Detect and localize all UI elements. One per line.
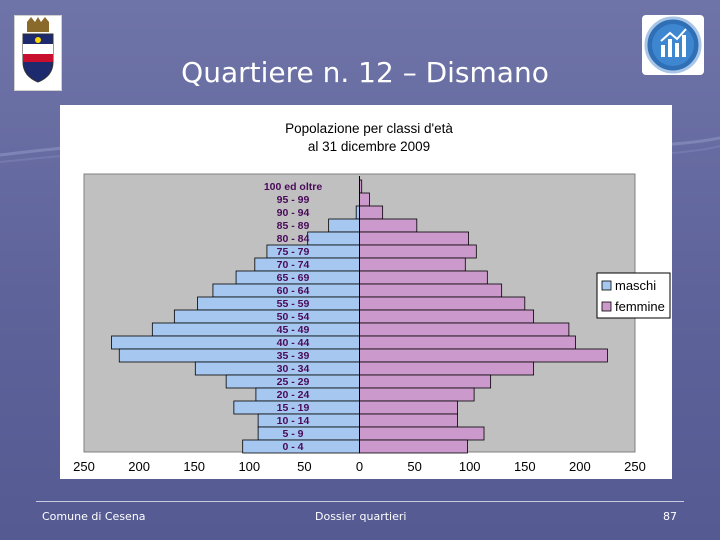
category-label: 55 - 59 [277, 298, 310, 310]
x-tick-label: 100 [459, 459, 481, 474]
category-label: 95 - 99 [277, 194, 310, 206]
chart-title-line2: al 31 dicembre 2009 [308, 139, 430, 154]
bar-femmine-20 [359, 439, 468, 454]
x-tick-label: 200 [569, 459, 591, 474]
bar-femmine-15 [359, 374, 492, 389]
statistics-logo [642, 15, 704, 75]
category-label: 0 - 4 [282, 441, 303, 453]
chart-panel: Popolazione per classi d'età al 31 dicem… [60, 105, 672, 479]
bar-maschi-3 [328, 218, 360, 233]
category-label: 15 - 19 [277, 402, 310, 414]
bar-femmine-5 [359, 244, 477, 259]
category-label: 65 - 69 [277, 272, 310, 284]
bar-femmine-4 [359, 231, 469, 246]
bar-femmine-17 [359, 400, 458, 415]
x-tick-label: 250 [73, 459, 95, 474]
legend-label-maschi: maschi [615, 278, 656, 293]
bar-femmine-6 [359, 257, 466, 272]
bar-femmine-16 [359, 387, 475, 402]
bar-maschi-10 [173, 309, 360, 324]
x-tick-label: 100 [238, 459, 260, 474]
bar-femmine-7 [359, 270, 488, 285]
slide-title: Quartiere n. 12 – Dismano [181, 56, 549, 89]
bar-femmine-3 [359, 218, 418, 233]
bar-maschi-11 [151, 322, 360, 337]
bar-femmine-19 [359, 426, 485, 441]
bar-femmine-1 [359, 192, 370, 207]
chart-title-line1: Popolazione per classi d'età [285, 121, 453, 136]
category-label: 20 - 24 [277, 389, 310, 401]
category-label: 85 - 89 [277, 220, 310, 232]
category-label: 45 - 49 [277, 324, 310, 336]
x-tick-label: 200 [128, 459, 150, 474]
x-tick-label: 0 [356, 459, 363, 474]
category-label: 70 - 74 [277, 259, 310, 271]
legend-swatch-femmine [601, 301, 612, 312]
legend-swatch-maschi [601, 280, 612, 291]
bar-maschi-12 [111, 335, 360, 350]
category-label: 35 - 39 [277, 350, 310, 362]
x-tick-label: 50 [297, 459, 311, 474]
category-label: 25 - 29 [277, 376, 310, 388]
bar-femmine-10 [359, 309, 535, 324]
category-label: 90 - 94 [277, 207, 310, 219]
category-label: 10 - 14 [277, 415, 310, 427]
category-label: 30 - 34 [277, 363, 310, 375]
category-label: 100 ed oltre [264, 181, 323, 193]
bar-femmine-18 [359, 413, 458, 428]
bar-femmine-12 [359, 335, 576, 350]
category-label: 75 - 79 [277, 246, 310, 258]
x-tick-label: 150 [183, 459, 205, 474]
bar-maschi-13 [118, 348, 360, 363]
bar-maschi-19 [257, 426, 360, 441]
bar-femmine-14 [359, 361, 535, 376]
category-label: 60 - 64 [277, 285, 310, 297]
category-label: 40 - 44 [277, 337, 310, 349]
bar-femmine-8 [359, 283, 503, 298]
category-label: 5 - 9 [282, 428, 303, 440]
bar-maschi-4 [307, 231, 360, 246]
footer-document: Dossier quartieri [315, 510, 407, 523]
footer-divider [36, 501, 684, 502]
page-number: 87 [663, 510, 677, 523]
coat-of-arms-logo [14, 15, 62, 91]
bar-femmine-11 [359, 322, 570, 337]
bar-femmine-13 [359, 348, 608, 363]
x-tick-label: 250 [624, 459, 646, 474]
x-tick-label: 150 [514, 459, 536, 474]
x-tick-label: 50 [407, 459, 421, 474]
category-label: 80 - 84 [277, 233, 310, 245]
legend-label-femmine: femmine [615, 299, 665, 314]
bar-femmine-2 [359, 205, 384, 220]
bar-femmine-9 [359, 296, 526, 311]
population-pyramid-chart: Popolazione per classi d'età al 31 dicem… [73, 121, 671, 474]
category-label: 50 - 54 [277, 311, 310, 323]
footer-organization: Comune di Cesena [42, 510, 146, 523]
